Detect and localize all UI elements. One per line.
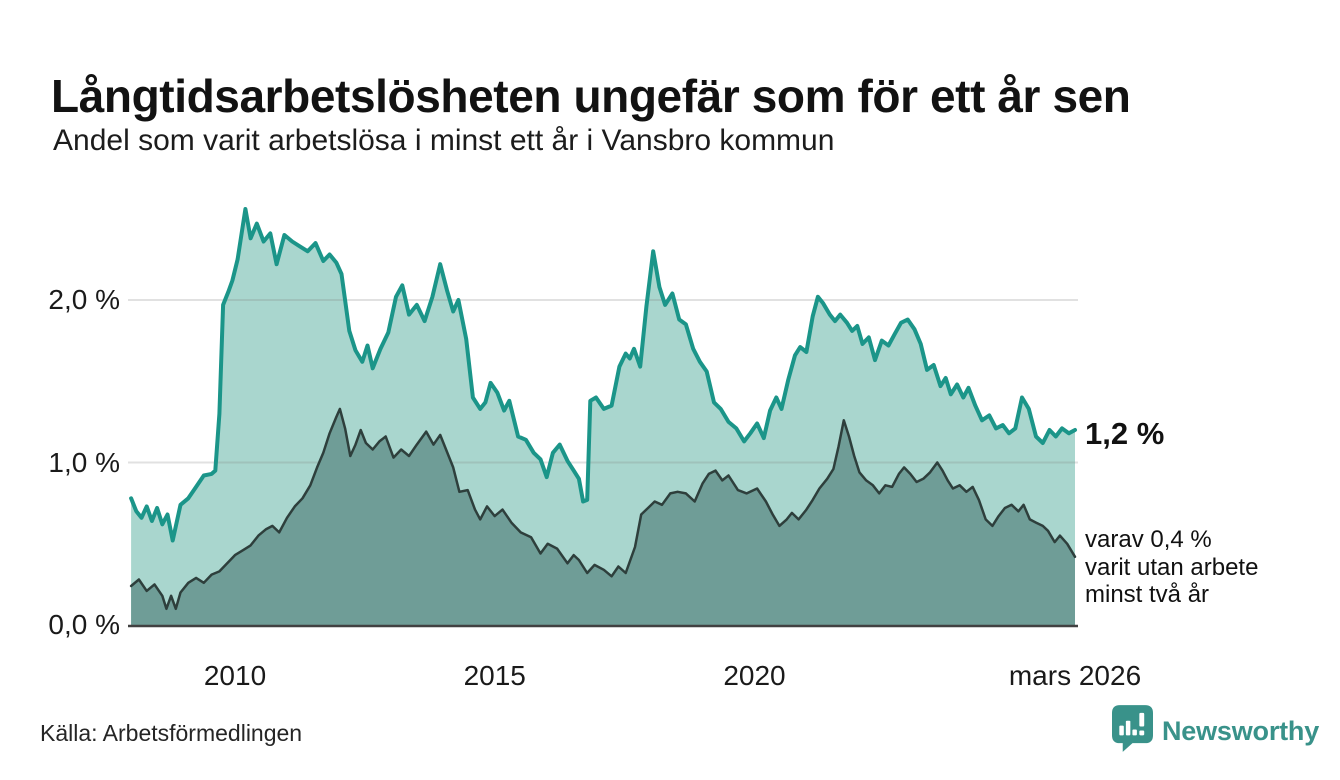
newsworthy-bubble-chart-icon <box>1112 705 1153 757</box>
x-axis-tick-label: 2015 <box>463 660 526 691</box>
area-chart <box>128 207 1078 628</box>
page-title: Långtidsarbetslösheten ungefär som för e… <box>51 69 1131 122</box>
y-axis-tick-label: 1,0 % <box>48 446 120 478</box>
page-subtitle: Andel som varit arbetslösa i minst ett å… <box>53 124 835 157</box>
source-credit: Källa: Arbetsförmedlingen <box>40 720 303 746</box>
y-axis-tick-label: 2,0 % <box>48 284 120 315</box>
end-note-line: minst två år <box>1085 581 1210 608</box>
x-axis-tick-label: 2010 <box>203 660 267 691</box>
end-note-line: varav 0,4 % <box>1085 526 1212 553</box>
y-axis-tick-label: 0,0 % <box>48 609 120 640</box>
series-line-minst-ett-ar <box>129 207 1077 543</box>
end-value-label: 1,2 % <box>1085 416 1165 451</box>
brand-logo[interactable]: Newsworthy <box>1112 705 1319 757</box>
series-area-minst-tva-ar <box>131 408 1076 625</box>
x-axis-tick-label: mars 2026 <box>1008 660 1142 691</box>
end-note-label: varav 0,4 % varit utan arbete minst två … <box>1085 526 1258 609</box>
end-note-line: varit utan arbete <box>1085 553 1259 581</box>
x-axis-tick-label: 2020 <box>723 660 786 691</box>
brand-name: Newsworthy <box>1162 715 1320 746</box>
series-line-minst-tva-ar <box>129 407 1077 611</box>
